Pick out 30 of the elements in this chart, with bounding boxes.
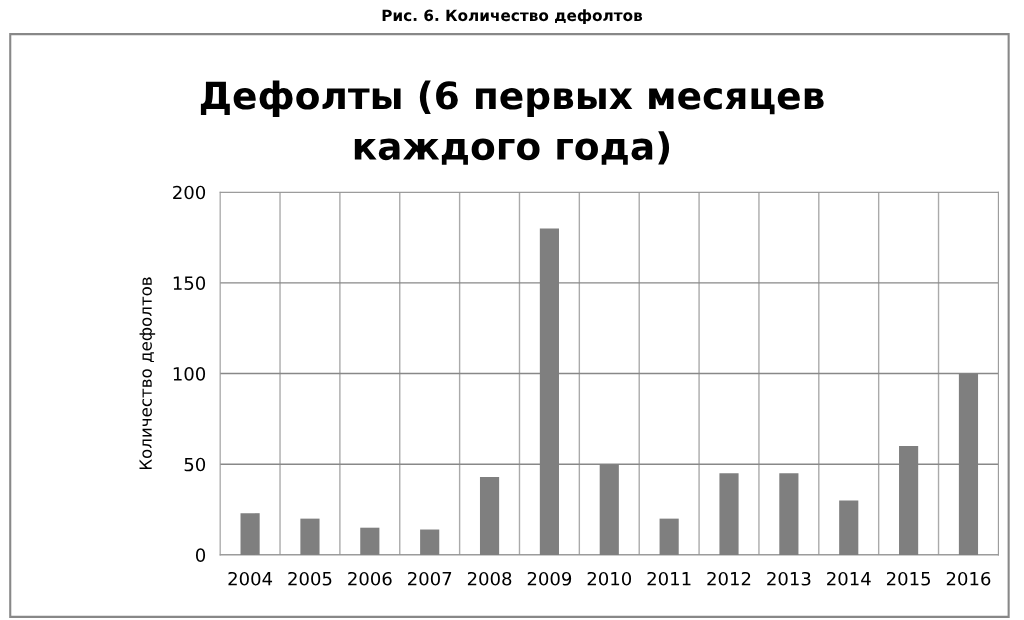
y-tick-label: 200 [173,185,206,200]
bar [779,473,799,555]
x-tick-label: 2006 [348,571,392,586]
x-tick-label: 2007 [408,571,452,586]
chart-title: Дефолты (6 первых месяцев каждого года) [200,80,824,165]
x-tick-label: 2011 [647,571,691,586]
bar [420,529,440,555]
bar [839,500,859,555]
x-tick-label: 2005 [288,571,332,586]
x-tick-label: 2012 [707,571,751,586]
y-tick-label: 0 [195,548,206,563]
x-tick-label: 2016 [946,571,991,586]
y-tick-label: 50 [184,457,206,472]
x-tick-label: 2015 [886,571,930,586]
bar [659,518,679,555]
y-tick-label: 100 [173,367,206,381]
text: Рис. 6. Количество дефолтов [382,9,643,25]
x-tick-label: 2008 [467,571,512,586]
y-tick-label: 150 [173,276,206,290]
bar [479,476,500,555]
bar [360,527,380,555]
bar [719,473,739,555]
y-axis-title: Количество дефолтов [139,277,156,470]
bar [300,518,320,555]
x-tick-label: 2013 [767,571,811,586]
x-tick-label: 2004 [228,571,273,586]
bar [240,513,260,555]
x-tick-label: 2009 [527,571,572,586]
x-tick-label: 2014 [827,571,871,586]
x-tick-label: 2010 [587,571,632,586]
